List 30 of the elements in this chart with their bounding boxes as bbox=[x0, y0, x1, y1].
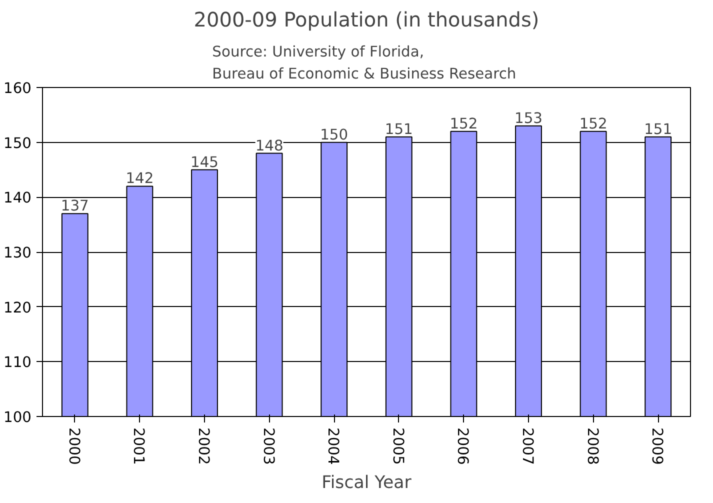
data-label: 151 bbox=[644, 120, 672, 138]
y-tick-label: 110 bbox=[4, 354, 32, 372]
x-tick-label: 2005 bbox=[389, 428, 406, 465]
x-tick-label: 2002 bbox=[195, 428, 212, 465]
y-tick-label: 100 bbox=[4, 409, 32, 426]
data-label: 148 bbox=[255, 137, 284, 154]
y-tick-label: 150 bbox=[4, 134, 32, 152]
data-label: 152 bbox=[450, 115, 478, 132]
y-tick-label: 140 bbox=[4, 190, 32, 207]
x-tick-label: 2004 bbox=[324, 428, 342, 465]
data-label: 145 bbox=[190, 154, 218, 171]
data-label: 153 bbox=[514, 110, 542, 127]
data-label: 151 bbox=[384, 120, 413, 138]
x-tick-label: 2000 bbox=[65, 428, 82, 465]
x-tick-label: 2006 bbox=[454, 428, 472, 465]
chart-subtitle: Source: University of Florida, Bureau of Economic & Business Research bbox=[212, 43, 516, 82]
x-tick-label: 2009 bbox=[648, 428, 666, 465]
y-tick-label: 130 bbox=[4, 244, 32, 262]
data-label: 150 bbox=[320, 126, 348, 144]
y-tick-label: 120 bbox=[4, 299, 32, 316]
x-tick-label: 2007 bbox=[519, 428, 536, 465]
data-label: 137 bbox=[60, 198, 89, 215]
x-tick-label: 2001 bbox=[130, 428, 148, 465]
data-label: 142 bbox=[126, 170, 154, 188]
x-axis-title: Fiscal Year bbox=[322, 472, 412, 493]
x-tick-label: 2008 bbox=[584, 428, 601, 465]
y-tick-label: 160 bbox=[4, 80, 32, 97]
data-label: 152 bbox=[579, 115, 608, 132]
x-tick-label: 2003 bbox=[260, 428, 277, 465]
chart-title: 2000-09 Population (in thousands) bbox=[194, 8, 540, 32]
